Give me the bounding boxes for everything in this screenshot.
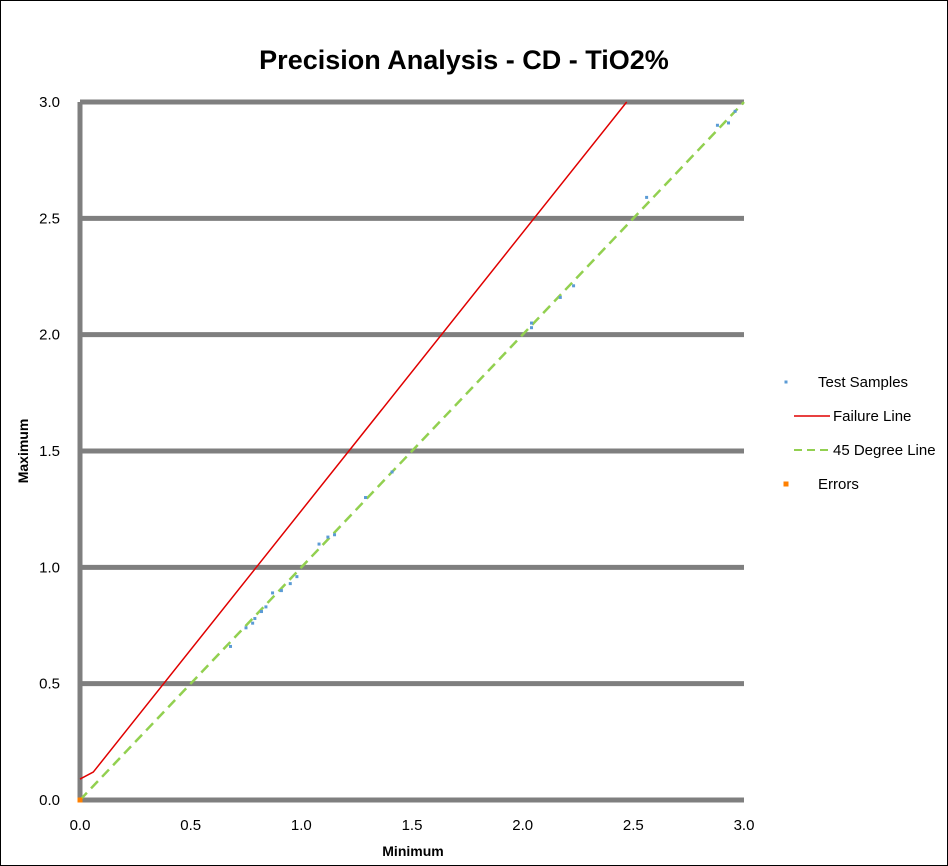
x-tick-label: 1.5 <box>402 817 423 834</box>
data-point <box>727 121 731 125</box>
data-point <box>530 321 534 325</box>
data-point <box>530 326 534 330</box>
y-tick-label: 2.5 <box>39 210 60 227</box>
data-point <box>229 644 233 648</box>
x-tick-label: 2.5 <box>623 817 644 834</box>
data-point <box>77 797 83 803</box>
data-point <box>271 591 275 595</box>
x-axis-title: Minimum <box>382 843 443 859</box>
y-tick-label: 1.5 <box>39 443 60 460</box>
data-point <box>390 470 394 474</box>
data-point <box>295 575 299 579</box>
data-point <box>558 295 562 299</box>
data-point <box>317 542 321 546</box>
data-point <box>251 621 255 625</box>
y-tick-label: 0.0 <box>39 792 60 809</box>
legend-label: Errors <box>818 476 859 493</box>
legend-swatch <box>783 481 789 487</box>
series-line-45-degree-line <box>79 101 745 801</box>
y-axis-title: Maximum <box>15 419 31 484</box>
data-point <box>333 533 337 537</box>
x-tick-label: 1.0 <box>291 817 312 834</box>
tick-layer: 0.0 0.5 1.0 1.5 2.0 2.5 3.0 0.0 0.5 1.0 1.5 2.0 2.5 3… <box>39 94 754 834</box>
data-point <box>244 626 248 630</box>
data-point <box>572 284 576 288</box>
data-point <box>364 496 368 500</box>
y-tick-label: 2.0 <box>39 327 60 344</box>
x-tick-label: 0.5 <box>180 817 201 834</box>
series-line-failure-line <box>79 101 628 780</box>
legend-label: Failure Line <box>833 408 911 425</box>
data-point <box>259 610 263 614</box>
data-point <box>288 582 292 586</box>
y-tick-label: 1.0 <box>39 559 60 576</box>
x-tick-label: 2.0 <box>512 817 533 834</box>
x-tick-label: 0.0 <box>70 817 91 834</box>
x-tick-label: 3.0 <box>734 817 755 834</box>
legend: Test Samples Failure Line 45 Degree Line Er… <box>783 374 936 493</box>
y-tick-label: 0.5 <box>39 676 60 693</box>
legend-label: Test Samples <box>818 374 908 391</box>
legend-swatch <box>784 380 788 384</box>
data-point <box>733 109 737 113</box>
data-point <box>326 535 330 539</box>
chart-title: Precision Analysis - CD - TiO2% <box>259 45 669 75</box>
data-point <box>715 123 719 127</box>
data-point <box>253 617 257 621</box>
data-point <box>279 589 283 593</box>
data-point <box>264 605 268 609</box>
y-tick-label: 3.0 <box>39 94 60 111</box>
series-layer <box>77 101 745 803</box>
legend-label: 45 Degree Line <box>833 442 936 459</box>
data-point <box>645 195 649 199</box>
